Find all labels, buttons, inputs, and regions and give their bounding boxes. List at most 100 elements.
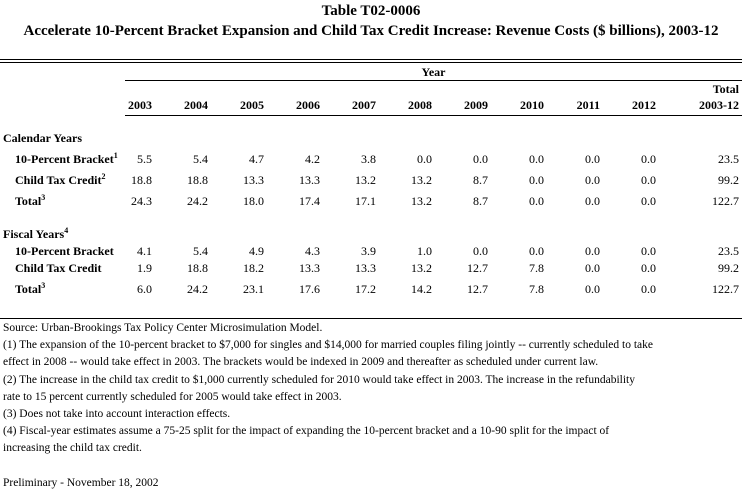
footnote-ref: 3	[41, 281, 46, 290]
table-cell: 17.2	[355, 282, 376, 296]
table-cell-total: 99.2	[718, 173, 739, 187]
row-label: Total3	[15, 281, 46, 297]
table-cell: 13.3	[299, 173, 320, 187]
table-cell: 0.0	[585, 282, 600, 296]
row-label: 10-Percent Bracket	[15, 244, 114, 258]
table-cell: 14.2	[411, 282, 432, 296]
table-cell: 0.0	[641, 261, 656, 275]
footnote-line: (2) The increase in the child tax credit…	[3, 373, 635, 386]
table-cell: 0.0	[529, 152, 544, 166]
column-header-2003: 2003	[128, 98, 152, 112]
column-header-2010: 2010	[520, 98, 544, 112]
column-header-2006: 2006	[296, 98, 320, 112]
table-cell: 17.4	[299, 194, 320, 208]
table-cell: 0.0	[585, 194, 600, 208]
table-cell: 0.0	[585, 152, 600, 166]
table-cell-total: 122.7	[712, 282, 739, 296]
total-header-line1: Total	[712, 82, 739, 96]
row-label: Total3	[15, 193, 46, 209]
table-cell: 0.0	[585, 261, 600, 275]
table-cell: 4.2	[305, 152, 320, 166]
table-cell: 13.2	[355, 173, 376, 187]
footnote-ref: 4	[64, 226, 69, 235]
footnote-line: (3) Does not take into account interacti…	[3, 408, 231, 420]
total-header-line2: 2003-12	[699, 98, 739, 112]
table-cell: 0.0	[641, 194, 656, 208]
table-cell: 4.1	[137, 244, 152, 258]
table-cell: 0.0	[529, 194, 544, 208]
table-cell: 0.0	[641, 173, 656, 187]
row-label: Child Tax Credit	[15, 261, 102, 275]
table-cell: 0.0	[585, 244, 600, 258]
table-cell: 13.3	[243, 173, 264, 187]
table-cell-total: 23.5	[718, 152, 739, 166]
footnote-ref: 1	[113, 151, 118, 160]
table-cell: 12.7	[467, 282, 488, 296]
preliminary-date: Preliminary - November 18, 2002	[3, 476, 159, 489]
column-header-2012: 2012	[632, 98, 656, 112]
table-cell: 0.0	[641, 282, 656, 296]
table-cell: 23.1	[243, 282, 264, 296]
footnote-line: increasing the child tax credit.	[3, 442, 142, 455]
table-cell: 24.2	[187, 194, 208, 208]
table-cell: 4.7	[249, 152, 264, 166]
top-double-rule-2	[0, 62, 742, 63]
column-header-2005: 2005	[240, 98, 264, 112]
year-group-label: Year	[421, 65, 446, 79]
table-title: Accelerate 10-Percent Bracket Expansion …	[23, 23, 719, 39]
table-cell: 18.0	[243, 194, 264, 208]
bottom-rule	[0, 318, 742, 319]
table-cell: 18.8	[187, 173, 208, 187]
table-cell: 3.9	[361, 244, 376, 258]
table-cell: 13.2	[411, 194, 432, 208]
section-title: Calendar Years	[3, 131, 82, 145]
table-cell: 13.2	[411, 173, 432, 187]
source-note: Source: Urban-Brookings Tax Policy Cente…	[3, 322, 323, 334]
table-cell: 4.9	[249, 244, 264, 258]
table-cell: 8.7	[473, 173, 488, 187]
footnote-line: rate to 15 percent currently scheduled f…	[3, 390, 342, 403]
footnote-line: (1) The expansion of the 10-percent brac…	[3, 339, 653, 352]
table-cell: 18.2	[243, 261, 264, 275]
column-header-2007: 2007	[352, 98, 376, 112]
table-cell: 0.0	[585, 173, 600, 187]
table-cell-total: 23.5	[718, 244, 739, 258]
table-cell: 0.0	[473, 244, 488, 258]
table-cell: 17.1	[355, 194, 376, 208]
table-cell: 13.3	[299, 261, 320, 275]
table-cell: 0.0	[641, 244, 656, 258]
table-cell: 18.8	[131, 173, 152, 187]
footnote-ref: 2	[101, 172, 106, 181]
table-cell: 5.5	[137, 152, 152, 166]
header-bottom-rule	[125, 115, 742, 116]
table-cell: 7.8	[529, 282, 544, 296]
table-cell: 4.3	[305, 244, 320, 258]
table-cell: 13.2	[411, 261, 432, 275]
top-double-rule-1	[0, 59, 742, 60]
table-cell: 0.0	[641, 152, 656, 166]
table-cell-total: 122.7	[712, 194, 739, 208]
table-cell: 6.0	[137, 282, 152, 296]
table-cell: 0.0	[529, 173, 544, 187]
column-header-2004: 2004	[184, 98, 208, 112]
table-cell: 0.0	[529, 244, 544, 258]
table-cell: 13.3	[355, 261, 376, 275]
section-title: Fiscal Years4	[3, 226, 69, 242]
row-label: Child Tax Credit2	[15, 172, 106, 188]
table-cell: 0.0	[417, 152, 432, 166]
column-header-2011: 2011	[576, 98, 600, 112]
table-cell: 12.7	[467, 261, 488, 275]
table-cell: 7.8	[529, 261, 544, 275]
table-cell: 1.0	[417, 244, 432, 258]
row-label: 10-Percent Bracket1	[15, 151, 118, 167]
table-cell: 0.0	[473, 152, 488, 166]
table-cell: 18.8	[187, 261, 208, 275]
column-header-2009: 2009	[464, 98, 488, 112]
footnote-ref: 3	[41, 193, 46, 202]
table-cell: 24.3	[131, 194, 152, 208]
footnote-line: effect in 2008 -- would take effect in 2…	[3, 356, 599, 369]
table-cell: 3.8	[361, 152, 376, 166]
table-cell-total: 99.2	[718, 261, 739, 275]
footnote-line: (4) Fiscal-year estimates assume a 75-25…	[3, 425, 610, 438]
column-header-2008: 2008	[408, 98, 432, 112]
